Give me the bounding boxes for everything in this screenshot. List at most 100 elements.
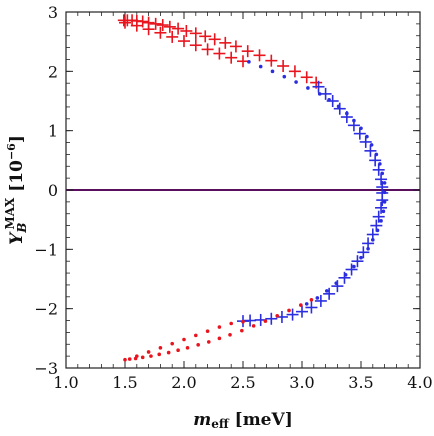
data-point-cross	[277, 59, 290, 72]
data-point-cross	[130, 19, 143, 32]
data-point-cross	[372, 210, 385, 223]
data-point-dot	[185, 346, 190, 350]
data-point-dot	[324, 289, 329, 293]
data-point-cross	[372, 163, 385, 176]
data-point-dot	[317, 92, 322, 96]
data-point-dot	[345, 111, 349, 116]
data-point-cross	[253, 49, 266, 62]
data-point-cross	[225, 51, 238, 64]
data-point-dot	[365, 134, 369, 139]
y-tick-label: 1	[48, 122, 58, 141]
data-point-cross	[319, 87, 332, 100]
axis-tick-labels: 1.0 1.5 2.0 2.5 3.0 3.5 4.0 −3 −2 −1 0 1 2 3	[34, 3, 432, 392]
data-point-dot	[378, 162, 382, 166]
x-tick-label: 1.0	[53, 373, 78, 392]
data-point-dot	[158, 346, 163, 350]
data-point-dot	[380, 171, 385, 176]
data-point-dot	[382, 190, 387, 195]
x-axis-title-main: m	[193, 410, 211, 430]
data-point-cross	[296, 305, 308, 318]
y-tick-label: 0	[48, 181, 58, 200]
data-point-cross	[201, 43, 214, 56]
data-point-dot	[135, 354, 139, 358]
y-tick-label: −2	[34, 300, 58, 319]
data-point-cross	[288, 65, 301, 78]
data-point-dot	[343, 273, 348, 277]
data-point-dot	[282, 74, 287, 79]
data-point-dot	[327, 98, 331, 102]
x-tick-label: 3.0	[289, 373, 314, 392]
data-point-dot	[217, 336, 222, 341]
data-point-cross	[265, 54, 278, 67]
x-axis-title-sub: eff	[211, 417, 230, 431]
data-point-dot	[258, 64, 263, 69]
data-marks	[117, 14, 389, 362]
data-point-dot	[240, 328, 244, 333]
data-point-dot	[352, 264, 356, 269]
data-point-dot	[382, 181, 387, 185]
data-point-cross	[213, 47, 226, 60]
data-point-dot	[315, 296, 320, 300]
data-point-cross	[345, 263, 358, 276]
y-tick-label: 3	[48, 3, 58, 22]
data-point-cross	[208, 33, 221, 46]
data-point-dot	[309, 297, 314, 302]
data-point-dot	[263, 319, 268, 323]
data-point-dot	[196, 343, 200, 347]
data-point-cross	[149, 17, 162, 30]
data-point-cross	[142, 23, 155, 36]
data-point-cross	[172, 22, 185, 35]
y-axis-title-main: Y	[7, 231, 27, 245]
data-point-dot	[229, 321, 233, 326]
data-point-dot	[127, 357, 132, 361]
data-point-cross	[333, 102, 346, 115]
data-point-dot	[382, 200, 387, 204]
data-point-cross	[376, 194, 389, 207]
y-tick-label: −3	[34, 359, 58, 378]
data-point-dot	[352, 118, 356, 123]
x-tick-label: 2.5	[230, 373, 255, 392]
data-point-cross	[119, 16, 131, 29]
data-point-dot	[366, 246, 370, 251]
data-point-cross	[163, 20, 176, 33]
x-tick-label: 1.5	[112, 373, 137, 392]
data-point-dot	[241, 319, 245, 324]
axis-ticks	[65, 11, 421, 369]
data-point-dot	[371, 238, 375, 242]
data-point-dot	[228, 332, 232, 337]
data-point-cross	[375, 201, 388, 214]
data-point-dot	[369, 143, 374, 147]
y-axis-title-unit: [10	[7, 160, 27, 198]
data-point-cross	[219, 36, 232, 49]
data-point-dot	[176, 348, 180, 353]
data-point-dot	[375, 228, 380, 233]
data-point-dot	[299, 303, 303, 307]
data-point-dot	[140, 355, 145, 360]
data-point-dot	[379, 219, 383, 223]
data-point-cross	[241, 45, 254, 58]
data-point-dot	[334, 281, 339, 285]
y-axis-title-sup: MAX	[3, 197, 17, 230]
data-point-dot	[336, 104, 341, 109]
data-point-cross	[286, 308, 299, 321]
data-point-dot	[123, 357, 127, 362]
data-point-cross	[351, 255, 364, 268]
data-point-dot	[149, 354, 153, 358]
data-point-cross	[314, 294, 327, 307]
data-point-cross	[154, 26, 167, 39]
data-point-dot	[217, 325, 222, 329]
data-point-dot	[287, 308, 291, 313]
data-point-cross	[229, 40, 242, 53]
data-point-cross	[375, 173, 388, 186]
data-point-cross	[357, 246, 370, 259]
data-point-cross	[323, 287, 336, 300]
x-axis-title-unit: [meV]	[229, 410, 293, 430]
y-axis-title-sub: B	[15, 223, 29, 234]
y-axis-title-unit-close: ]	[7, 135, 27, 143]
data-point-dot	[157, 352, 162, 357]
data-point-dot	[146, 350, 151, 354]
data-point-cross	[189, 27, 202, 40]
data-point-cross	[369, 154, 382, 167]
data-point-dot	[270, 69, 275, 74]
